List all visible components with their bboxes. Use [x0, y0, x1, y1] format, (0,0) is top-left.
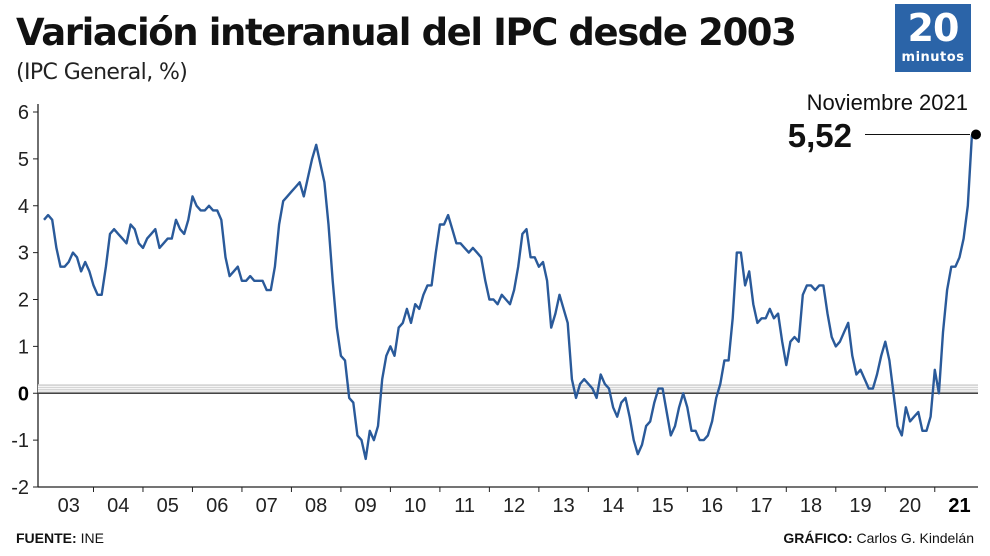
- annotation-marker: [971, 129, 981, 140]
- x-tick-label: 15: [651, 495, 673, 517]
- brand-logo-word: minutos: [901, 50, 965, 65]
- x-tick-label: 08: [305, 495, 327, 517]
- chart-title: Variación interanual del IPC desde 2003: [16, 11, 797, 54]
- ipc-series-line: [43, 133, 977, 461]
- x-axis-ticks: 03 04 05 06 07 08 09 10 11 12 13 14 15 16 17 18 19 20 21: [58, 487, 971, 517]
- x-tick-label: 06: [206, 495, 228, 517]
- x-tick-label: 10: [404, 495, 426, 517]
- x-tick-label: 07: [256, 495, 278, 517]
- chart-subtitle: (IPC General, %): [16, 60, 188, 85]
- x-tick-label: 18: [800, 495, 822, 517]
- annotation: Noviembre 2021 5,52: [788, 90, 981, 154]
- x-tick-label: 21: [948, 495, 970, 517]
- y-tick-label: 3: [18, 243, 29, 265]
- credit-label: GRÁFICO:: [783, 530, 853, 546]
- brand-logo: 20 minutos: [895, 4, 971, 72]
- brand-logo-number: 20: [907, 6, 960, 50]
- x-tick-label: 04: [107, 495, 129, 517]
- source-label: FUENTE:: [16, 530, 77, 546]
- y-tick-label: -2: [11, 477, 29, 499]
- x-tick-label: 03: [58, 495, 80, 517]
- x-tick-label: 19: [849, 495, 871, 517]
- x-tick-label: 11: [454, 495, 475, 517]
- x-tick-label: 14: [602, 495, 624, 517]
- source-value: INE: [80, 530, 104, 546]
- x-tick-label: 17: [750, 495, 772, 517]
- credit-value: Carlos G. Kindelán: [856, 530, 974, 546]
- y-tick-label: 1: [18, 336, 29, 358]
- y-tick-label: 2: [18, 290, 29, 312]
- y-tick-label: -1: [11, 430, 29, 452]
- y-tick-label: 5: [18, 149, 29, 171]
- zero-band: [38, 384, 978, 394]
- x-tick-label: 12: [503, 495, 525, 517]
- annotation-value: 5,52: [788, 117, 852, 154]
- annotation-label: Noviembre 2021: [807, 90, 968, 115]
- x-tick-label: 20: [899, 495, 921, 517]
- axis-layer: [37, 104, 978, 488]
- y-tick-label: 0: [18, 383, 29, 405]
- y-axis-ticks: 6 5 4 3 2 1 0 -1 -2: [11, 102, 38, 499]
- x-tick-label: 13: [552, 495, 574, 517]
- y-tick-label: 6: [18, 102, 29, 124]
- y-tick-label: 4: [18, 196, 29, 218]
- x-tick-label: 16: [701, 495, 723, 517]
- series-layer: [43, 133, 977, 461]
- x-tick-label: 09: [355, 495, 377, 517]
- source-note: FUENTE: INE: [16, 530, 104, 546]
- credit-note: GRÁFICO: Carlos G. Kindelán: [783, 530, 974, 546]
- x-tick-label: 05: [157, 495, 179, 517]
